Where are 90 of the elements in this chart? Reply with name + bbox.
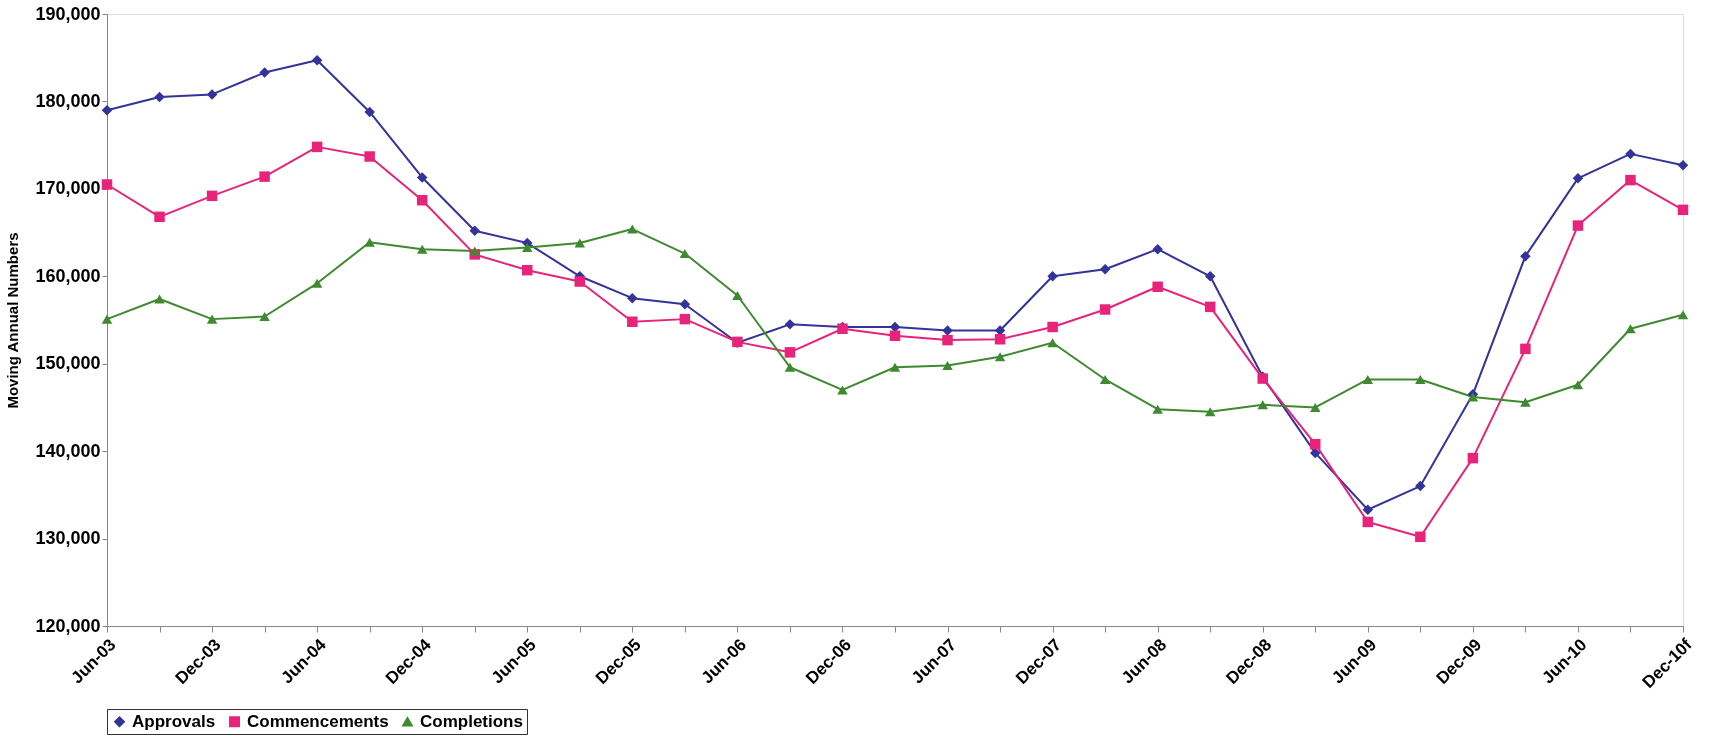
point	[784, 347, 796, 358]
point	[994, 352, 1006, 362]
point	[522, 264, 533, 276]
point	[889, 362, 901, 372]
point	[679, 299, 691, 310]
y-tick-label: 160,000	[35, 265, 101, 286]
point	[1310, 402, 1321, 412]
point	[259, 67, 270, 78]
point	[1625, 324, 1636, 334]
point	[627, 224, 638, 234]
point	[259, 171, 270, 182]
point	[311, 278, 323, 288]
point	[1415, 374, 1426, 384]
point	[837, 385, 848, 395]
point	[364, 151, 375, 162]
point	[101, 104, 113, 116]
point	[1625, 148, 1636, 160]
point	[784, 319, 796, 330]
point	[1204, 301, 1216, 313]
point	[154, 91, 165, 103]
point	[1677, 310, 1689, 320]
point	[154, 211, 165, 223]
point	[1677, 204, 1689, 216]
y-axis-title: Moving Annual Numbers	[4, 232, 22, 409]
point	[1047, 271, 1058, 282]
point	[101, 314, 113, 324]
point	[311, 141, 323, 153]
point	[416, 172, 428, 183]
point	[1047, 338, 1058, 348]
point	[1520, 397, 1531, 407]
point	[311, 55, 323, 66]
point	[206, 89, 218, 100]
point	[1572, 173, 1584, 184]
point	[994, 333, 1006, 345]
y-tick-label: 190,000	[35, 3, 101, 24]
point	[1152, 243, 1163, 255]
point	[679, 313, 691, 325]
legend-label: Commencements	[247, 711, 389, 731]
y-tick-label: 140,000	[35, 440, 101, 461]
point	[1362, 516, 1374, 528]
point	[206, 190, 218, 202]
point	[1099, 264, 1111, 275]
point	[416, 244, 428, 254]
point	[1152, 404, 1163, 414]
point	[574, 276, 586, 287]
point	[1572, 380, 1584, 390]
point	[469, 225, 480, 237]
point	[1047, 321, 1058, 333]
point	[889, 330, 901, 341]
point	[1467, 452, 1479, 464]
point	[416, 194, 428, 206]
point	[469, 246, 480, 256]
point	[1310, 438, 1321, 450]
point	[627, 292, 638, 304]
point	[522, 242, 533, 252]
point	[1362, 374, 1374, 384]
y-tick-label: 130,000	[35, 528, 101, 549]
point	[1677, 160, 1689, 171]
point	[1625, 174, 1636, 186]
point	[942, 334, 953, 346]
y-tick-label: 120,000	[35, 615, 101, 636]
point	[259, 311, 270, 322]
point	[732, 290, 743, 301]
point	[1152, 281, 1163, 293]
point	[1099, 304, 1111, 315]
point	[1572, 220, 1584, 231]
point	[942, 325, 953, 336]
point	[1415, 531, 1426, 543]
point	[364, 106, 375, 118]
point	[206, 314, 218, 324]
point	[1204, 271, 1216, 282]
legend-label: Completions	[420, 711, 523, 731]
point	[1204, 407, 1216, 417]
point	[1520, 343, 1531, 355]
point	[627, 316, 638, 327]
point	[1520, 250, 1531, 262]
point	[1257, 400, 1268, 410]
legend-label: Approvals	[132, 711, 216, 731]
point	[101, 179, 113, 190]
point	[364, 237, 375, 247]
point	[942, 360, 953, 370]
point	[1099, 374, 1111, 384]
point	[574, 238, 586, 248]
y-tick-label: 180,000	[35, 90, 101, 111]
point	[784, 362, 796, 372]
y-tick-label: 170,000	[35, 178, 101, 199]
y-tick-label: 150,000	[35, 353, 101, 374]
point	[154, 294, 165, 304]
point	[1415, 480, 1426, 492]
point	[1362, 504, 1374, 515]
